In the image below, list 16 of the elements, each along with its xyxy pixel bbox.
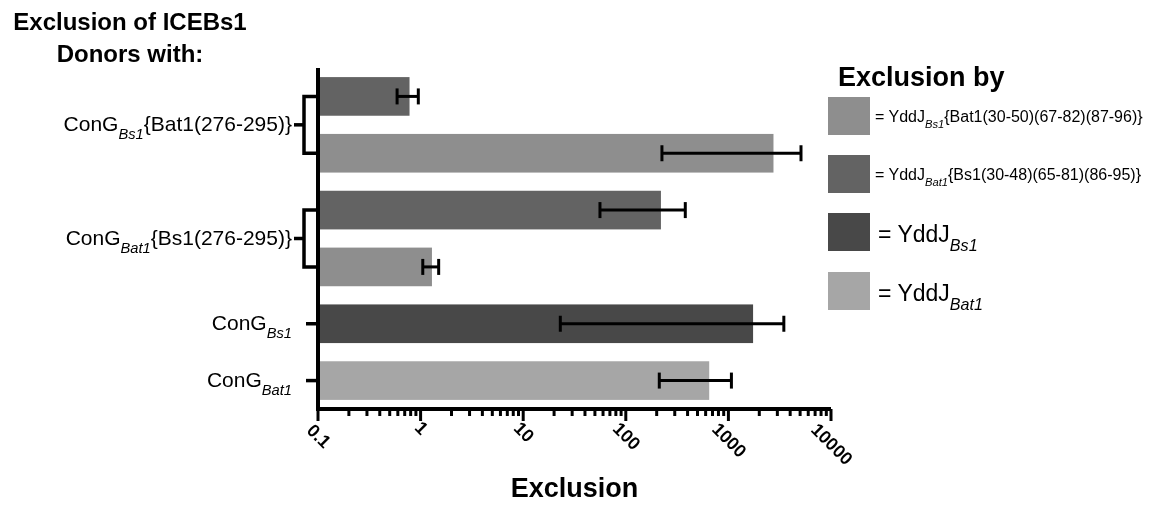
y-tick-label: ConG$_{Bat1}${Bs1(276-295)} [65,225,292,256]
y-tick-label: ConG$_{Bs1}$ [211,310,292,341]
chart-title: Exclusion of ICEBs1 [13,8,247,35]
x-tick-label: 100 [608,418,645,454]
x-tick-label: 10 [509,417,539,447]
legend-title: Exclusion by [838,62,1005,92]
legend-label: = YddJ$_{Bat1}${Bs1(30-48)(65-81)(86-95)} [875,166,1142,188]
x-tick-label: 0.1 [302,420,335,453]
legend-label: = YddJ$_{Bs1}${Bat1(30-50)(67-82)(87-96)} [875,108,1144,130]
x-tick-label: 1 [410,417,433,439]
legend-label: = YddJ$_{Bs1}$ [878,221,978,254]
legend-label: = YddJ$_{Bat1}$ [878,280,983,313]
y-tick-label: ConG$_{Bat1}$ [206,367,292,398]
y-tick-label: ConG$_{Bs1}${Bat1(276-295)} [63,111,292,142]
x-axis-title: Exclusion [510,473,639,503]
chart-subtitle: Donors with: [56,40,204,67]
